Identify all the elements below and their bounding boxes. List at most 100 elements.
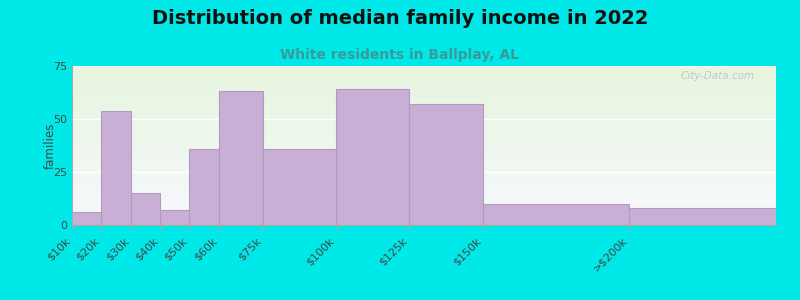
- Bar: [72, 133, 776, 134]
- Bar: [72, 193, 776, 195]
- Bar: [72, 174, 776, 176]
- Bar: [72, 155, 776, 157]
- Bar: [72, 185, 776, 187]
- Bar: [102, 110, 130, 225]
- Bar: [72, 190, 776, 192]
- Bar: [72, 114, 776, 115]
- Bar: [72, 141, 776, 142]
- Bar: [72, 212, 102, 225]
- Bar: [72, 123, 776, 125]
- Bar: [72, 136, 776, 137]
- Bar: [72, 92, 776, 93]
- Bar: [72, 163, 776, 165]
- Bar: [72, 196, 776, 198]
- Bar: [72, 152, 776, 153]
- Bar: [72, 212, 776, 214]
- Bar: [72, 203, 776, 204]
- Bar: [72, 209, 776, 211]
- Bar: [72, 137, 776, 139]
- Bar: [72, 125, 776, 126]
- Bar: [72, 90, 776, 92]
- Bar: [72, 80, 776, 82]
- Bar: [72, 157, 776, 158]
- Bar: [72, 112, 776, 114]
- Bar: [72, 168, 776, 169]
- Bar: [72, 103, 776, 104]
- Bar: [72, 222, 776, 224]
- Bar: [72, 93, 776, 94]
- Bar: [72, 147, 776, 149]
- Text: City-Data.com: City-Data.com: [681, 71, 755, 81]
- Bar: [72, 204, 776, 206]
- Bar: [630, 208, 776, 225]
- Bar: [72, 215, 776, 217]
- Bar: [72, 118, 776, 120]
- Text: White residents in Ballplay, AL: White residents in Ballplay, AL: [281, 48, 519, 62]
- Bar: [72, 220, 776, 222]
- Bar: [72, 166, 776, 168]
- Bar: [72, 77, 776, 79]
- Bar: [72, 69, 776, 71]
- Bar: [72, 104, 776, 106]
- Bar: [72, 79, 776, 80]
- Bar: [72, 187, 776, 188]
- Bar: [72, 208, 776, 209]
- Bar: [72, 139, 776, 141]
- Bar: [410, 104, 482, 225]
- Bar: [72, 214, 776, 215]
- Bar: [72, 74, 776, 76]
- Bar: [72, 83, 776, 85]
- Bar: [72, 192, 776, 193]
- Bar: [262, 149, 336, 225]
- Bar: [72, 224, 776, 225]
- Bar: [72, 126, 776, 128]
- Bar: [72, 211, 776, 212]
- Bar: [72, 144, 776, 146]
- Bar: [72, 201, 776, 203]
- Bar: [72, 99, 776, 101]
- Bar: [336, 89, 410, 225]
- Bar: [72, 88, 776, 90]
- Bar: [72, 68, 776, 69]
- Bar: [72, 172, 776, 174]
- Bar: [72, 66, 776, 68]
- Text: Distribution of median family income in 2022: Distribution of median family income in …: [152, 9, 648, 28]
- Bar: [72, 101, 776, 103]
- Bar: [72, 158, 776, 160]
- Bar: [72, 107, 776, 109]
- Bar: [72, 82, 776, 83]
- Bar: [130, 193, 160, 225]
- Bar: [72, 206, 776, 208]
- Bar: [72, 150, 776, 152]
- Bar: [72, 182, 776, 184]
- Bar: [72, 71, 776, 72]
- Bar: [72, 115, 776, 117]
- Bar: [72, 120, 776, 122]
- Bar: [72, 117, 776, 118]
- Bar: [72, 134, 776, 136]
- Bar: [72, 184, 776, 185]
- Bar: [72, 131, 776, 133]
- Bar: [72, 85, 776, 87]
- Bar: [72, 153, 776, 155]
- Bar: [190, 149, 218, 225]
- Bar: [72, 181, 776, 182]
- Bar: [72, 94, 776, 96]
- Bar: [72, 122, 776, 123]
- Bar: [72, 98, 776, 99]
- Bar: [72, 160, 776, 161]
- Bar: [72, 130, 776, 131]
- Bar: [72, 146, 776, 147]
- Bar: [72, 165, 776, 166]
- Y-axis label: families: families: [44, 122, 57, 169]
- Bar: [72, 217, 776, 219]
- Bar: [72, 198, 776, 200]
- Bar: [72, 169, 776, 171]
- Bar: [72, 87, 776, 88]
- Bar: [72, 109, 776, 110]
- Bar: [72, 149, 776, 150]
- Bar: [72, 96, 776, 98]
- Bar: [72, 177, 776, 179]
- Bar: [72, 110, 776, 112]
- Bar: [72, 106, 776, 107]
